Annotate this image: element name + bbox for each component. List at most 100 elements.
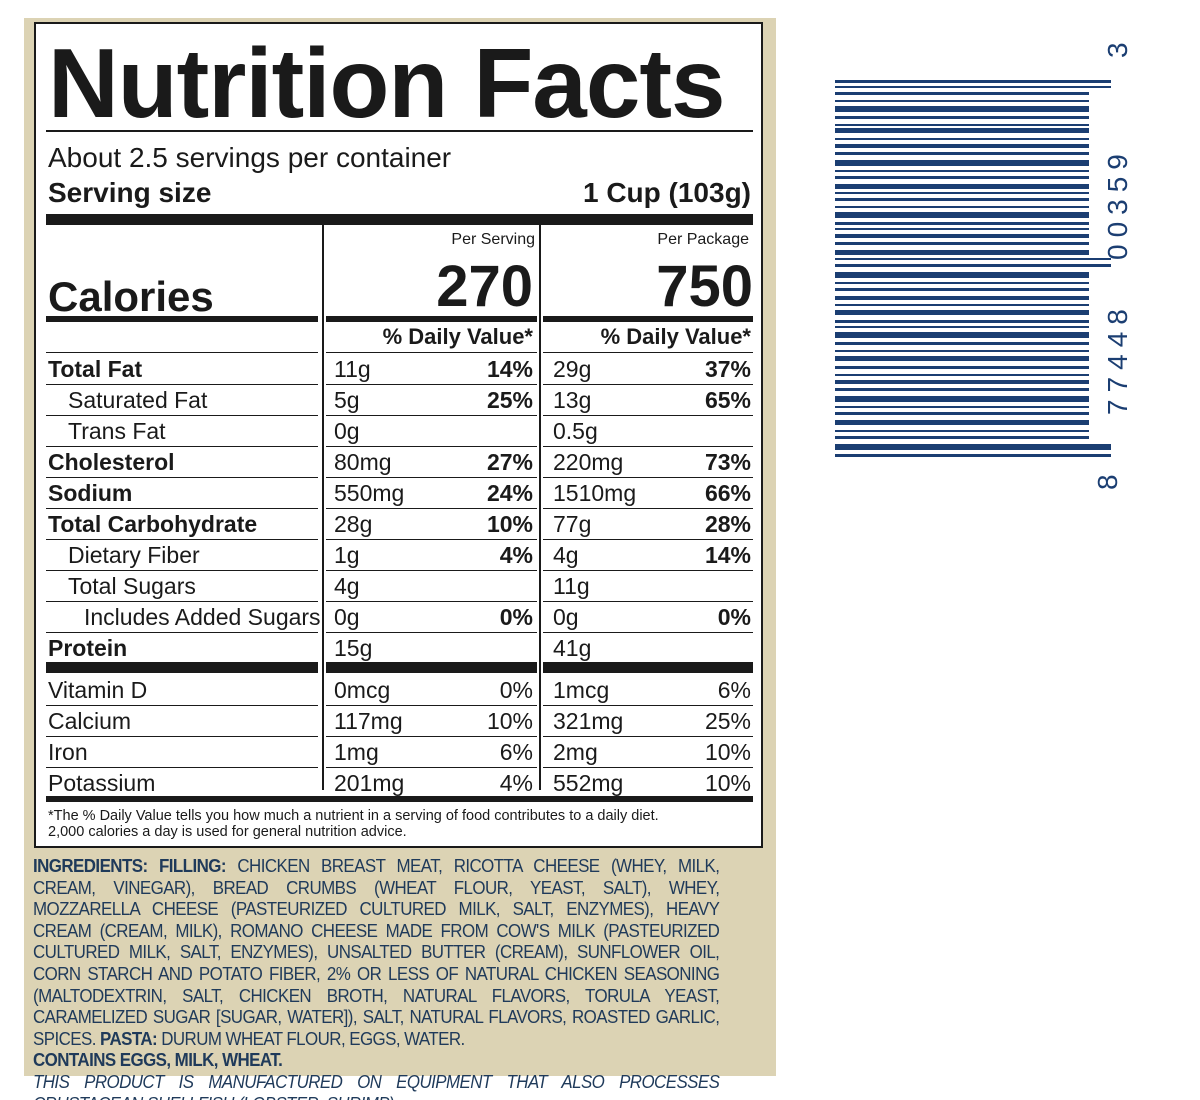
nutrient-name: Saturated Fat — [68, 387, 208, 413]
protein-thick-rule-right — [543, 662, 753, 673]
row-separator — [326, 446, 537, 447]
amount-per-serving: 0mcg — [334, 677, 391, 703]
barcode-bar — [835, 436, 1089, 439]
shellfish-warning: THIS PRODUCT IS MANUFACTURED ON EQUIPMEN… — [33, 1071, 720, 1100]
dv-rule-mid — [326, 352, 537, 353]
footnote-line-1: *The % Daily Value tells you how much a … — [48, 808, 659, 824]
barcode-bar — [835, 282, 1089, 284]
amount-per-serving: 1g — [334, 542, 360, 568]
nutrient-name: Sodium — [48, 480, 133, 506]
barcode-bar — [835, 444, 1111, 450]
barcode-bar — [835, 124, 1089, 126]
amount-per-package: 0g — [553, 604, 579, 630]
footnote-rule — [46, 796, 753, 802]
barcode-bar — [835, 184, 1089, 189]
nutrient-row: Iron 1mg 6% 2mg 10% — [36, 737, 761, 768]
nutrient-row: Cholesterol 80mg 27% 220mg 73% — [36, 447, 761, 478]
barcode-bar — [835, 454, 1111, 457]
amount-per-package: 41g — [553, 635, 592, 661]
barcode-bar — [835, 106, 1089, 112]
dv-per-package: 14% — [704, 542, 751, 568]
amount-per-package: 77g — [553, 511, 592, 537]
row-separator — [326, 705, 537, 706]
barcode-bar — [835, 412, 1089, 415]
filling-label: FILLING: — [158, 856, 227, 876]
nutrient-row: Total Fat 11g 14% 29g 37% — [36, 354, 761, 385]
dv-per-serving: 4% — [499, 770, 533, 796]
barcode-bar — [835, 258, 1111, 260]
nutrient-name: Iron — [48, 739, 88, 765]
amount-per-serving: 5g — [334, 387, 360, 413]
row-separator — [543, 570, 753, 571]
amount-per-serving: 0g — [334, 604, 360, 630]
dv-per-package: 10% — [704, 770, 751, 796]
row-separator — [46, 384, 318, 385]
dv-per-serving: 4% — [499, 542, 533, 568]
pasta-label: PASTA: — [99, 1028, 158, 1049]
dv-per-package: 37% — [704, 356, 751, 382]
dv-per-package: 28% — [704, 511, 751, 537]
nutrient-name: Total Sugars — [68, 573, 196, 599]
column-divider-2 — [539, 225, 541, 790]
nutrient-row: Sodium 550mg 24% 1510mg 66% — [36, 478, 761, 509]
dv-per-package: 6% — [717, 677, 751, 703]
amount-per-serving: 0g — [334, 418, 360, 444]
protein-thick-rule-left — [46, 662, 318, 673]
barcode-bar — [835, 342, 1089, 345]
barcode-bar — [835, 250, 1089, 255]
barcode-bar — [835, 222, 1089, 225]
row-separator — [46, 736, 318, 737]
row-separator — [543, 767, 753, 768]
row-separator — [543, 415, 753, 416]
barcode-digit-group-2: 00359 — [1102, 147, 1133, 260]
barcode-bar — [835, 152, 1089, 155]
calories-per-package: 750 — [656, 254, 753, 319]
dv-rule-right — [543, 352, 753, 353]
dv-per-serving: 10% — [486, 708, 533, 734]
amount-per-package: 4g — [553, 542, 579, 568]
dv-per-package: 10% — [704, 739, 751, 765]
dv-per-serving: 14% — [486, 356, 533, 382]
row-separator — [543, 539, 753, 540]
dv-per-serving: 25% — [486, 387, 533, 413]
amount-per-serving: 28g — [334, 511, 373, 537]
barcode-bar — [835, 420, 1089, 425]
barcode-bar — [835, 212, 1089, 218]
row-separator — [326, 539, 537, 540]
row-separator — [543, 477, 753, 478]
barcode-bar — [835, 170, 1089, 172]
nutrient-row: Potassium 201mg 4% 552mg 10% — [36, 768, 761, 799]
barcode-bar — [835, 296, 1089, 300]
amount-per-package: 29g — [553, 356, 592, 382]
nutrient-name: Protein — [48, 635, 128, 661]
barcode-bar — [835, 356, 1089, 361]
barcode-bar — [835, 192, 1089, 194]
row-separator — [326, 736, 537, 737]
barcode-bar — [835, 206, 1089, 208]
amount-per-package: 1mcg — [553, 677, 610, 703]
barcode-bar — [835, 310, 1089, 315]
row-separator — [326, 601, 537, 602]
barcode-bar — [835, 350, 1089, 352]
ingredients-heading: INGREDIENTS: — [33, 856, 148, 876]
row-separator — [46, 415, 318, 416]
amount-per-serving: 117mg — [334, 708, 403, 734]
row-separator — [46, 508, 318, 509]
barcode-bar — [835, 366, 1089, 369]
barcode-digit-group-1: 77448 — [1102, 302, 1133, 415]
barcode-bar — [835, 80, 1111, 83]
nutrient-row: Vitamin D 0mcg 0% 1mcg 6% — [36, 675, 761, 706]
barcode-bar — [835, 288, 1089, 291]
dv-per-serving: 24% — [486, 480, 533, 506]
amount-per-package: 220mg — [553, 449, 624, 475]
dv-per-serving: 6% — [499, 739, 533, 765]
dv-per-serving: 10% — [486, 511, 533, 537]
barcode-bar — [835, 272, 1089, 278]
dv-per-package: 66% — [704, 480, 751, 506]
servings-per-container: About 2.5 servings per container — [48, 142, 452, 173]
row-separator — [326, 384, 537, 385]
amount-per-package: 552mg — [553, 770, 624, 796]
barcode-bar — [835, 234, 1089, 238]
row-separator — [46, 570, 318, 571]
dv-per-package: 0% — [717, 604, 751, 630]
